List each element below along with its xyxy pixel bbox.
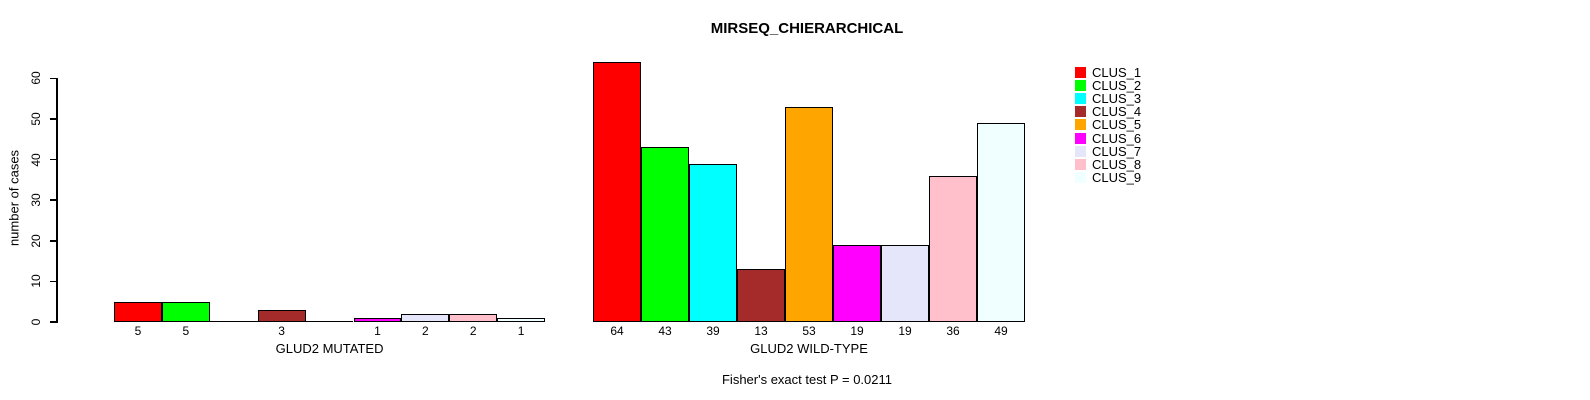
bar <box>833 244 881 322</box>
bar <box>689 163 737 322</box>
group-label: GLUD2 MUTATED <box>275 341 384 356</box>
bar <box>929 175 977 322</box>
y-tick <box>50 118 57 120</box>
bar-value-label: 39 <box>706 324 720 338</box>
legend-swatch <box>1075 67 1086 78</box>
y-tick <box>50 321 57 323</box>
fisher-test-annotation: Fisher's exact test P = 0.0211 <box>721 372 893 387</box>
legend-label: CLUS_3 <box>1092 91 1142 107</box>
bar <box>257 309 306 322</box>
bar-value-label: 36 <box>946 324 960 338</box>
bar-value-label: 19 <box>898 324 912 338</box>
bar-value-label: 19 <box>850 324 864 338</box>
group-label: GLUD2 WILD-TYPE <box>750 341 868 356</box>
bar <box>497 317 546 322</box>
bar-zero <box>209 320 258 322</box>
y-axis-line <box>56 78 58 324</box>
legend-label: CLUS_5 <box>1092 117 1142 133</box>
bar-value-label: 1 <box>517 324 525 338</box>
legend-label: CLUS_8 <box>1092 156 1142 172</box>
legend-swatch <box>1075 119 1086 131</box>
bar <box>353 317 402 322</box>
legend-label: CLUS_1 <box>1092 65 1142 80</box>
bar <box>881 244 929 322</box>
legend-swatch <box>1075 158 1086 170</box>
bar <box>641 147 689 322</box>
bar <box>114 301 162 322</box>
legend-label: CLUS_4 <box>1092 104 1142 120</box>
chart-title: MIRSEQ_CHIERARCHICAL <box>710 20 904 37</box>
bar <box>401 313 450 322</box>
bar <box>977 123 1025 322</box>
y-tick <box>50 158 57 161</box>
bar-value-label: 2 <box>469 324 477 338</box>
legend-swatch <box>1075 106 1086 118</box>
bar-value-label: 5 <box>182 324 190 338</box>
y-tick <box>50 280 57 283</box>
bar-value-label: 64 <box>610 324 624 338</box>
bar-value-label: 53 <box>802 324 816 338</box>
legend-swatch <box>1075 145 1086 157</box>
bar-value-label: 49 <box>994 324 1008 338</box>
bar <box>161 301 210 322</box>
bar-value-label: 1 <box>374 324 381 338</box>
bar <box>593 62 641 322</box>
bar <box>737 269 785 322</box>
bar-value-label: 5 <box>134 324 142 338</box>
legend-label: CLUS_9 <box>1092 169 1142 185</box>
legend-swatch <box>1075 171 1086 183</box>
bar <box>449 313 498 322</box>
bar-zero <box>305 320 354 322</box>
bar-value-label: 3 <box>278 324 285 338</box>
bar-value-label: 13 <box>754 324 768 338</box>
legend-label: CLUS_6 <box>1092 130 1142 146</box>
y-tick <box>50 77 57 80</box>
legend-swatch <box>1075 132 1086 144</box>
legend-label: CLUS_2 <box>1092 78 1142 94</box>
y-tick <box>50 240 57 242</box>
legend-swatch <box>1075 93 1086 105</box>
bar-value-label: 43 <box>658 324 672 338</box>
bar-value-label: 2 <box>421 324 429 338</box>
bar <box>785 106 833 322</box>
y-tick <box>50 199 57 201</box>
legend-label: CLUS_7 <box>1092 143 1142 159</box>
legend-swatch <box>1075 80 1086 92</box>
